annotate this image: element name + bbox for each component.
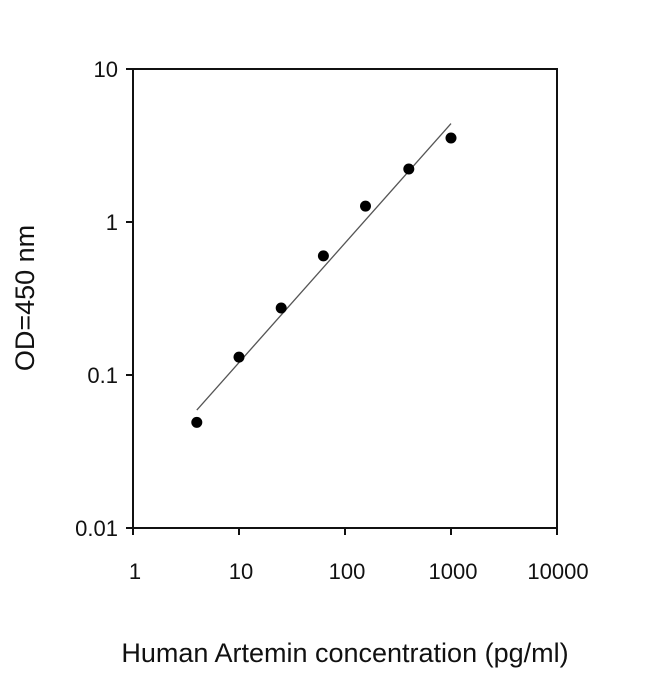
y-tick-label: 10 [94, 57, 118, 82]
x-tick-label: 1000 [429, 559, 478, 584]
plot-frame [132, 68, 558, 529]
x-tick-label: 10000 [527, 559, 588, 584]
x-tick-label: 100 [329, 559, 366, 584]
y-axis-labels: 10 1 0.1 0.01 [75, 57, 118, 541]
y-axis-ticks [126, 68, 133, 529]
y-tick-label: 1 [106, 210, 118, 235]
y-tick-label: 0.1 [87, 363, 118, 388]
data-point [191, 416, 203, 428]
data-point [445, 132, 457, 144]
y-axis-title: OD=450 nm [10, 225, 40, 371]
y-tick-label: 0.01 [75, 516, 118, 541]
x-axis-title: Human Artemin concentration (pg/ml) [121, 638, 568, 668]
data-point [317, 250, 329, 262]
data-point [360, 200, 371, 212]
data-point [403, 163, 415, 175]
x-tick-label: 10 [229, 559, 253, 584]
data-point [275, 302, 287, 314]
data-points [191, 132, 457, 428]
x-axis-ticks [132, 528, 558, 535]
data-point [233, 351, 245, 363]
x-tick-label: 1 [129, 559, 141, 584]
x-axis-labels: 1 10 100 1000 10000 [129, 559, 589, 584]
